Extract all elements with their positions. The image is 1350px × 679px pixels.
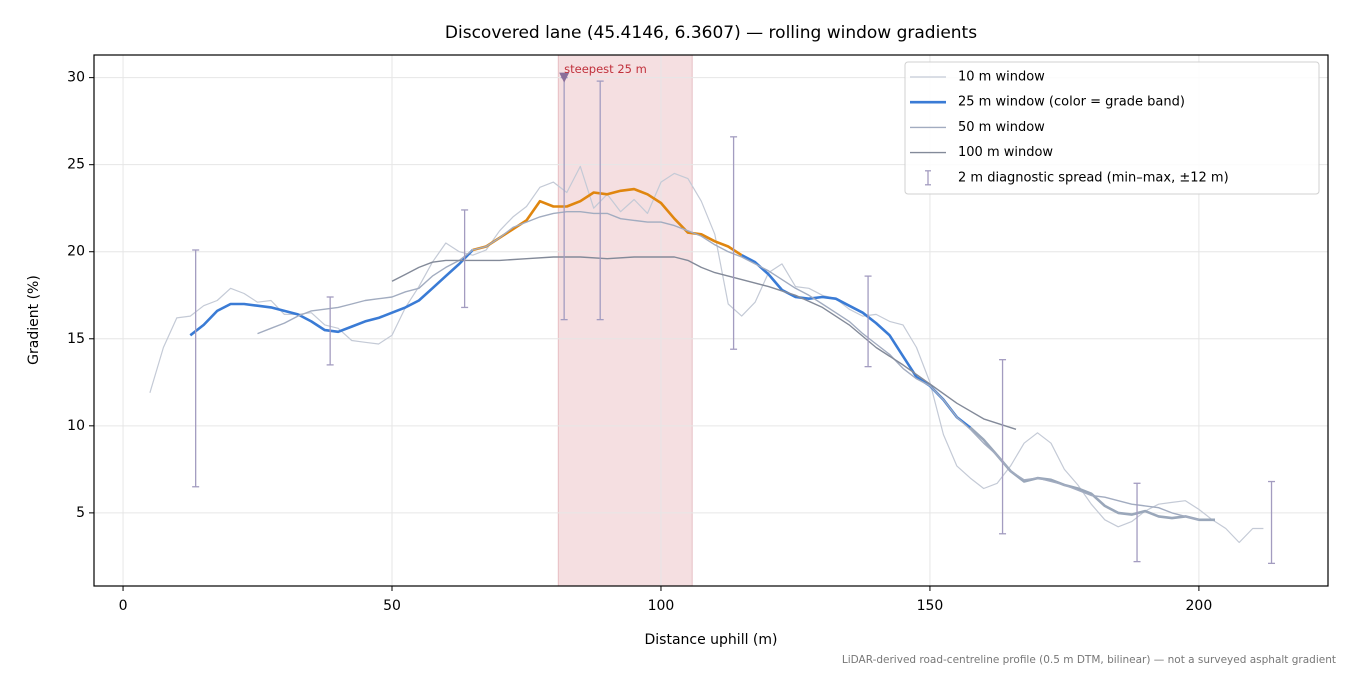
steepest-window	[557, 54, 693, 587]
y-tick-label: 5	[76, 505, 85, 521]
x-tick-label: 150	[917, 598, 944, 614]
steepest-marker	[559, 72, 570, 83]
legend: 10 m window 25 m window (color = grade ba…	[904, 61, 1320, 195]
x-tick-label: 100	[648, 598, 675, 614]
y-tick-label: 20	[67, 244, 85, 260]
series-line	[257, 211, 1200, 521]
steepest-label: steepest 25 m	[564, 62, 647, 76]
y-tick-label: 30	[67, 70, 85, 86]
legend-label: 50 m window	[958, 120, 1045, 135]
legend-label: 10 m window	[958, 70, 1045, 85]
y-tick-label: 15	[67, 331, 85, 347]
series-line	[189, 249, 474, 337]
legend-label: 2 m diagnostic spread (min–max, ±12 m)	[958, 170, 1229, 185]
footnote: LiDAR-derived road-centreline profile (0…	[842, 654, 1336, 666]
legend-label: 25 m window (color = grade band)	[958, 95, 1185, 110]
series-line	[391, 256, 1017, 430]
plot-frame	[93, 54, 1329, 587]
x-tick-label: 200	[1186, 598, 1213, 614]
legend-label: 100 m window	[958, 145, 1053, 160]
x-tick-label: 0	[119, 598, 128, 614]
y-tick-label: 25	[67, 157, 85, 173]
y-axis-label: Gradient (%)	[26, 275, 42, 365]
x-tick-label: 50	[383, 598, 401, 614]
legend-box	[904, 61, 1320, 195]
series-line	[149, 165, 1264, 544]
chart-title: Discovered lane (45.4146, 6.3607) — roll…	[445, 23, 977, 43]
x-axis-label: Distance uphill (m)	[645, 632, 778, 648]
series-line	[741, 254, 972, 429]
y-tick-label: 10	[67, 418, 85, 434]
